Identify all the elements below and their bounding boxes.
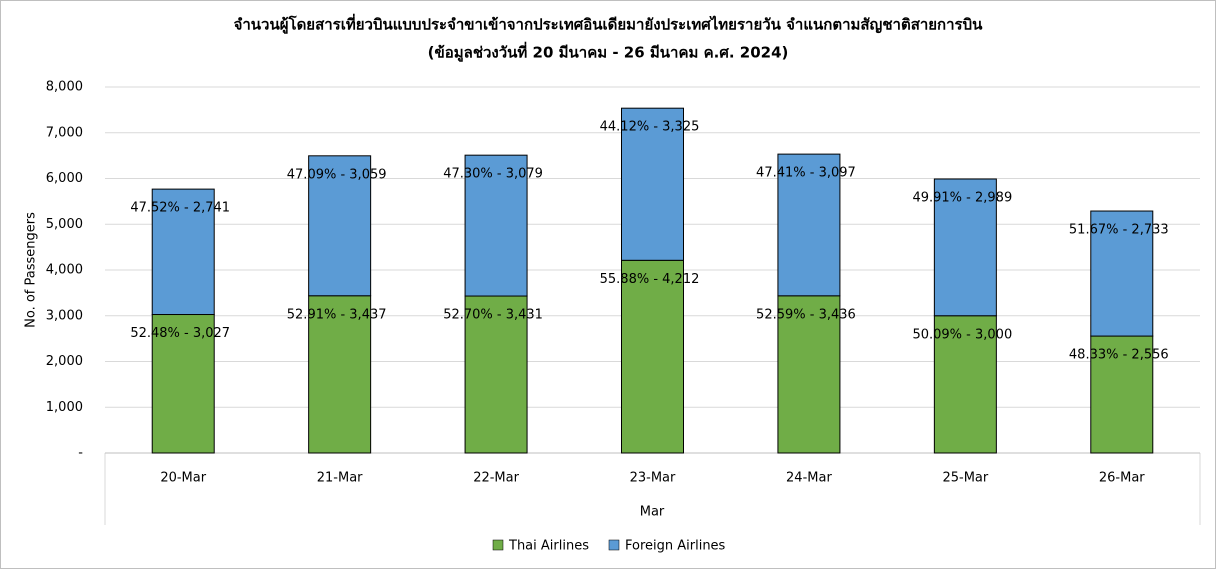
x-tick-label: 22-Mar	[473, 471, 519, 486]
y-tick-label: 2,000	[46, 354, 83, 369]
bar-segment	[151, 314, 215, 454]
bar-segment	[464, 154, 528, 297]
x-tick-label: 21-Mar	[317, 471, 363, 486]
chart-title: จำนวนผู้โดยสารเที่ยวบินแบบประจำขาเข้าจาก…	[234, 14, 984, 35]
y-tick-label: 6,000	[46, 171, 83, 186]
bar-segment	[777, 153, 841, 297]
chart-subtitle: (ข้อมูลช่วงวันที่ 20 มีนาคม - 26 มีนาคม …	[428, 42, 789, 63]
legend-label: Foreign Airlines	[625, 539, 726, 554]
data-label: 52.91% - 3,437	[287, 307, 387, 322]
y-tick-label: 8,000	[46, 80, 83, 95]
y-tick-label: 4,000	[46, 263, 83, 278]
data-label: 47.09% - 3,059	[287, 167, 387, 182]
data-label: 52.59% - 3,436	[756, 307, 856, 322]
y-tick-label: 5,000	[46, 217, 83, 232]
bar-segment	[933, 178, 997, 317]
legend-swatch	[608, 539, 620, 551]
data-label: 47.41% - 3,097	[756, 166, 856, 181]
data-label: 48.33% - 2,556	[1069, 348, 1169, 363]
legend-label: Thai Airlines	[508, 539, 589, 554]
bar-segment	[151, 188, 215, 316]
data-label: 47.30% - 3,079	[443, 167, 543, 182]
bar-segment	[933, 315, 997, 454]
x-tick-label: 26-Mar	[1099, 471, 1145, 486]
data-label: 49.91% - 2,989	[912, 191, 1012, 206]
y-tick-label: -	[78, 446, 83, 461]
y-axis-label: No. of Passengers	[24, 212, 39, 328]
bar-segment	[1090, 210, 1154, 337]
bar-segment	[308, 155, 372, 297]
data-label: 44.12% - 3,325	[600, 120, 700, 135]
data-label: 52.70% - 3,431	[443, 308, 543, 323]
y-tick-label: 1,000	[46, 400, 83, 415]
x-tick-label: 20-Mar	[160, 471, 206, 486]
data-label: 51.67% - 2,733	[1069, 223, 1169, 238]
bar-segment	[621, 259, 684, 454]
y-tick-label: 3,000	[46, 308, 83, 323]
bar-segment	[1090, 335, 1154, 454]
data-label: 52.48% - 3,027	[130, 326, 230, 341]
legend-swatch	[492, 539, 504, 551]
bar-segment	[777, 295, 841, 454]
data-label: 50.09% - 3,000	[912, 327, 1012, 342]
x-tick-label: 23-Mar	[630, 471, 676, 486]
y-tick-label: 7,000	[46, 125, 83, 140]
x-tick-label: 24-Mar	[786, 471, 832, 486]
data-label: 47.52% - 2,741	[130, 201, 230, 216]
x-axis-label: Mar	[640, 505, 665, 520]
data-label: 55.88% - 4,212	[600, 272, 700, 287]
bar-segment	[621, 107, 684, 261]
x-tick-label: 25-Mar	[942, 471, 988, 486]
